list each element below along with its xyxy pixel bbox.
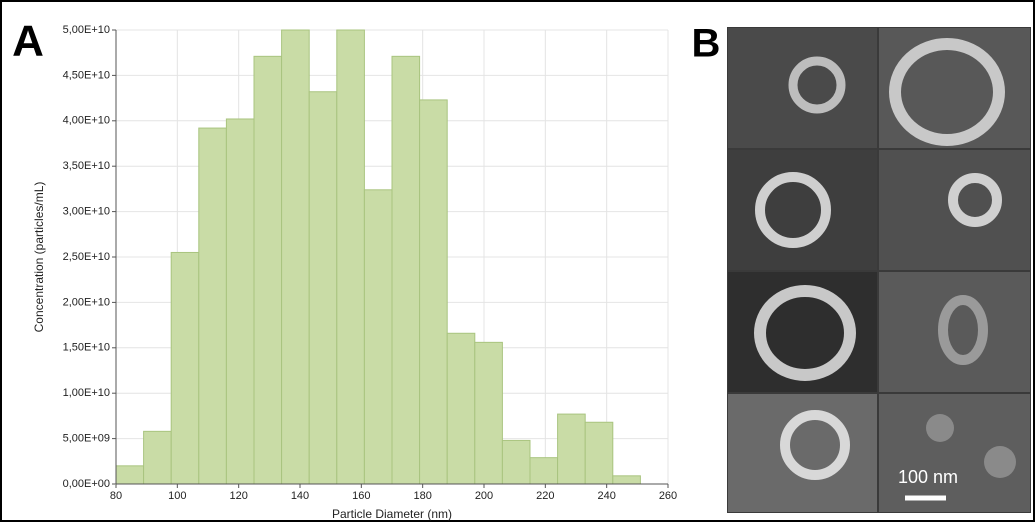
bar [363,189,393,485]
x-axis-label: Particle Diameter (nm) [332,507,452,521]
y-tick-label: 0,00E+00 [63,478,110,490]
bar [474,341,503,485]
bar [143,430,172,485]
micrograph [879,272,1030,392]
y-tick-label: 4,50E+10 [63,69,110,81]
bar [612,475,641,485]
y-axis-label: Concentration (particles/mL) [32,182,46,333]
panel-label: A [12,17,44,66]
bar [198,127,227,485]
x-tick-label: 200 [475,490,493,502]
y-tick-label: 4,00E+10 [63,115,110,127]
x-tick-label: 80 [110,490,122,502]
scale-bar-label: 100 nm [898,467,958,487]
vesicle [755,172,831,248]
vesicle [938,295,988,365]
bar [170,251,200,485]
y-tick-label: 5,00E+09 [63,433,110,445]
x-tick-label: 260 [659,490,677,502]
micrograph [728,394,877,512]
x-tick-label: 100 [168,490,186,502]
y-tick-label: 5,00E+10 [63,24,110,36]
bar [225,118,255,485]
bar [584,421,614,485]
bar [529,457,559,485]
bar [281,29,310,485]
micrograph [728,28,877,148]
x-tick-label: 180 [413,490,431,502]
vesicle [788,56,846,114]
vesicle [889,38,1005,146]
vesicle [780,410,850,480]
y-tick-label: 1,00E+10 [63,387,110,399]
bar [115,465,145,485]
bar [308,91,338,485]
vesicle [754,285,856,381]
bar [446,332,476,485]
y-tick-label: 2,50E+10 [63,251,110,263]
x-tick-label: 220 [536,490,554,502]
x-tick-label: 120 [229,490,247,502]
bar [391,55,421,485]
micrograph-grid: 100 nm [727,27,1031,513]
vesicle [984,446,1016,478]
bar [501,439,531,485]
bar [419,99,448,485]
x-tick-label: 160 [352,490,370,502]
bar [253,55,283,485]
micrograph [728,150,877,270]
panel-label: B [692,22,721,66]
bar [336,29,365,485]
y-tick-label: 3,50E+10 [63,160,110,172]
y-tick-label: 1,50E+10 [63,342,110,354]
y-tick-label: 3,00E+10 [63,206,110,218]
x-tick-label: 240 [597,490,615,502]
x-tick-label: 140 [291,490,309,502]
bar [557,413,586,485]
vesicle [948,173,1002,227]
vesicle [926,414,954,442]
y-tick-label: 2,00E+10 [63,296,110,308]
